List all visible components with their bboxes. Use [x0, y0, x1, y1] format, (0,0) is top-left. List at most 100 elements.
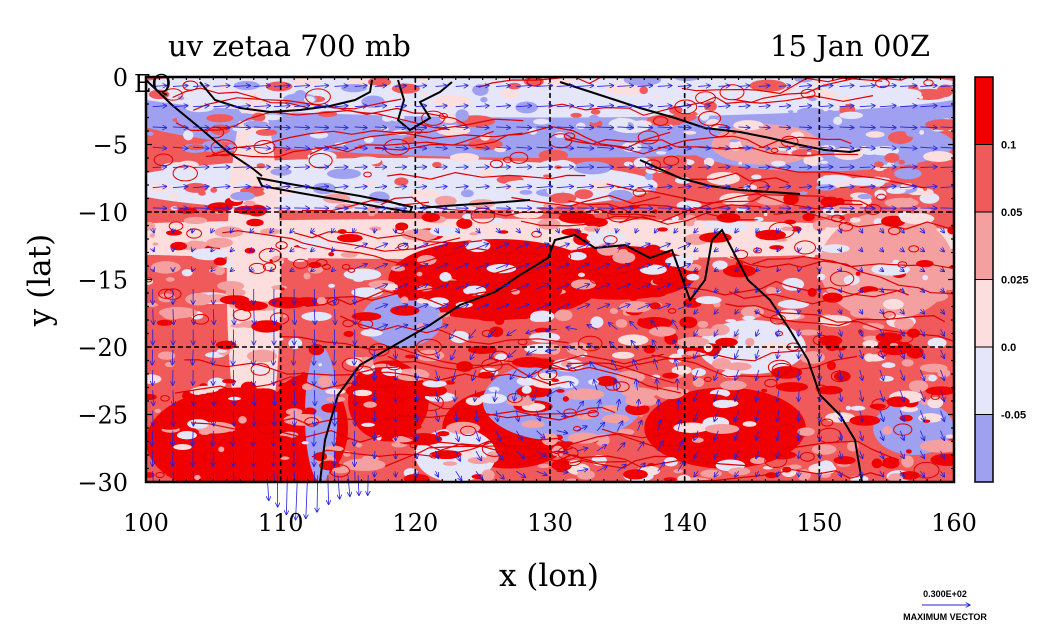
wind-vector	[899, 450, 904, 459]
wind-vector	[596, 422, 604, 431]
wind-vector	[536, 264, 550, 270]
wind-vector	[435, 325, 449, 330]
speckle	[623, 161, 634, 167]
wind-vector	[475, 284, 489, 290]
wind-vector	[274, 309, 275, 324]
speckle	[824, 340, 840, 351]
wind-vector	[900, 289, 904, 292]
wind-vector	[576, 147, 594, 148]
x-axis-label: x (lon)	[499, 558, 599, 594]
contour-loop	[883, 311, 896, 320]
wind-vector	[714, 349, 719, 359]
contour-line	[725, 303, 954, 343]
wind-vector	[374, 471, 375, 477]
wind-vector	[213, 127, 230, 128]
speckle	[369, 226, 382, 231]
contour-loop	[201, 452, 216, 461]
wind-vector	[694, 329, 699, 336]
wind-vector	[694, 308, 698, 314]
speckle	[570, 112, 582, 118]
wind-vector	[456, 410, 457, 421]
wind-vector	[193, 167, 209, 168]
wind-vector	[510, 369, 517, 379]
wind-vector	[233, 186, 251, 187]
wind-vector	[738, 147, 750, 148]
contour-loop	[210, 139, 237, 157]
wind-vector	[395, 390, 396, 401]
wind-vector	[617, 106, 633, 107]
wind-vector	[488, 329, 497, 337]
speckle	[292, 77, 321, 86]
speckle	[881, 462, 898, 468]
wind-vector	[658, 399, 659, 411]
speckle	[178, 240, 211, 251]
wind-vector	[436, 450, 439, 459]
wind-vector	[799, 167, 811, 168]
wind-vector	[355, 309, 356, 324]
wind-vector	[475, 86, 489, 87]
wind-vector	[374, 127, 387, 128]
wind-vector	[415, 325, 428, 330]
speckle	[625, 394, 649, 407]
wind-vector	[735, 309, 739, 314]
speckle	[840, 135, 860, 146]
wind-vector	[714, 329, 718, 336]
wind-vector	[152, 186, 167, 187]
wind-vector	[526, 329, 537, 333]
wind-vectors	[152, 86, 954, 482]
wind-vector	[230, 269, 233, 272]
wind-vector	[657, 441, 663, 452]
speckle	[158, 306, 198, 319]
wind-vector	[694, 410, 699, 421]
wind-vector	[495, 284, 509, 290]
speckle	[428, 105, 436, 111]
speckle	[881, 345, 910, 356]
wind-vector	[576, 167, 594, 168]
speckle	[776, 147, 788, 151]
wind-vector	[314, 349, 315, 365]
wind-vector	[940, 390, 945, 401]
speckle	[451, 274, 469, 281]
wind-vector	[436, 228, 439, 233]
speckle	[154, 408, 161, 413]
wind-vector	[756, 349, 759, 359]
wind-vector	[879, 410, 884, 421]
wind-vector	[657, 106, 672, 107]
colorbar-band-1	[974, 144, 994, 213]
wind-vector	[799, 410, 800, 421]
wind-vector	[940, 430, 945, 441]
wind-vector	[475, 244, 489, 249]
speckle	[274, 134, 279, 138]
wind-vector	[273, 471, 275, 482]
wind-vector	[900, 329, 904, 336]
speckle	[405, 354, 416, 359]
wind-vector	[617, 167, 633, 168]
speckle	[380, 412, 390, 418]
contour-loop	[517, 338, 528, 346]
wind-vector	[230, 228, 233, 233]
wind-vector	[799, 430, 800, 441]
wind-vector	[173, 390, 174, 405]
contour-line	[387, 171, 586, 180]
wind-vector	[415, 349, 417, 359]
speckle	[564, 388, 605, 401]
y-tick--20: −20	[77, 334, 128, 362]
speckle	[276, 337, 284, 341]
speckle	[241, 401, 251, 409]
wind-vector	[436, 410, 439, 421]
wind-vector	[455, 284, 469, 290]
wind-vector	[840, 309, 842, 314]
speckle	[787, 464, 802, 470]
speckle	[427, 297, 450, 308]
speckle	[360, 329, 383, 337]
speckle	[862, 340, 879, 348]
speckle	[920, 188, 934, 197]
speckle	[612, 117, 628, 130]
contour-loop	[800, 88, 816, 99]
wind-vector	[657, 127, 672, 128]
wind-vector	[880, 289, 884, 292]
speckle	[246, 204, 268, 217]
speckle	[676, 348, 686, 356]
speckle	[596, 375, 618, 387]
wind-vector	[354, 430, 355, 446]
